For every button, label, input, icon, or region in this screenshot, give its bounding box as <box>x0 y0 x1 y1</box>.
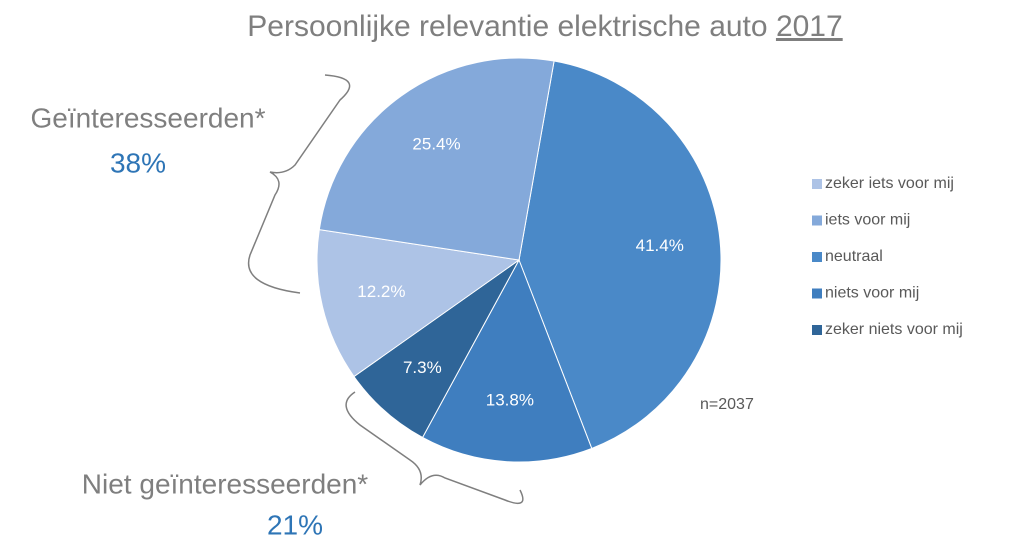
legend-swatch <box>812 325 822 335</box>
data-label: 25.4% <box>412 135 460 154</box>
legend-swatch <box>812 252 822 262</box>
annotation: Geïnteresseerden* <box>30 102 265 133</box>
legend-label: niets voor mij <box>825 285 919 302</box>
legend-label: iets voor mij <box>825 212 910 229</box>
pie-slice <box>518 60 722 450</box>
legend-label: zeker niets voor mij <box>825 321 963 338</box>
legend-label: zeker iets voor mij <box>825 175 954 192</box>
annotation-value: 38% <box>110 147 166 178</box>
annotation: Niet geïnteresseerden* <box>82 468 369 499</box>
legend-swatch <box>812 179 822 189</box>
pie-slice <box>316 229 521 378</box>
legend-label: neutraal <box>825 248 883 265</box>
pie-slice <box>318 57 555 261</box>
brace-not-interested <box>345 391 524 505</box>
data-label: 13.8% <box>486 391 534 410</box>
title-year: 2017 <box>776 10 843 43</box>
pie-slice <box>421 258 593 463</box>
legend-swatch <box>812 215 822 226</box>
legend-swatch <box>812 288 822 299</box>
chart-title: Persoonlijke relevantie elektrische auto… <box>247 10 842 43</box>
brace-interested <box>247 74 351 294</box>
data-label: 41.4% <box>636 236 684 255</box>
annotation-value: 21% <box>267 509 323 540</box>
data-label: 12.2% <box>357 282 405 301</box>
data-label: 7.3% <box>403 358 442 377</box>
sample-size: n=2037 <box>700 396 754 413</box>
title-main: Persoonlijke relevantie elektrische auto <box>247 10 767 43</box>
